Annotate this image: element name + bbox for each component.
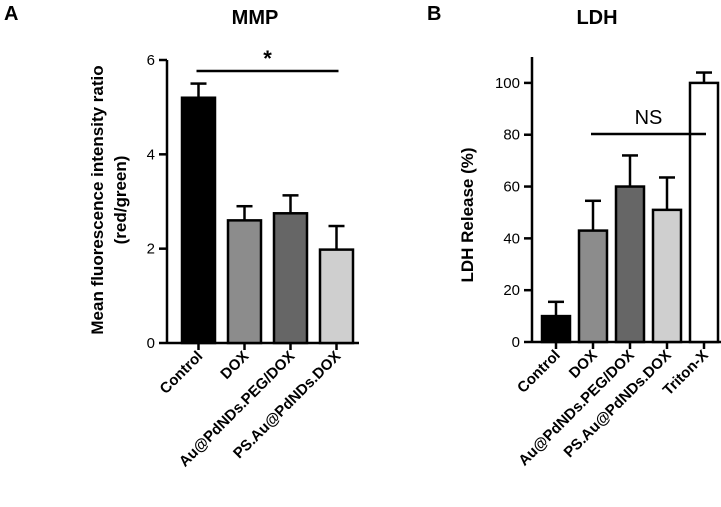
panel-a-ytick-label: 4 [147, 146, 155, 163]
panel-a-letter: A [4, 3, 18, 25]
panel-b-ylabel: LDH Release (%) [458, 147, 477, 282]
panel-a-category-label: DOX [217, 348, 252, 383]
panel-a-ylabel-line1: Mean fluorescence intensity ratio [88, 65, 107, 334]
panel-b-ytick-label: 60 [503, 179, 520, 196]
panel-a-bar-3 [272, 212, 309, 345]
panel-b-category-label: Control [514, 347, 564, 397]
panel-b-ytick-label: 40 [503, 230, 520, 247]
panel-a-title: MMP [232, 7, 279, 29]
panel-b-ytick-label: 0 [512, 334, 520, 351]
panel-a-ylabel-line2: (red/green) [111, 156, 130, 245]
panel-b-bar-2 [577, 229, 609, 344]
panel-b-bar-3 [614, 185, 646, 344]
panel-b-bar-1 [540, 314, 572, 344]
panel-b-bar-4 [651, 208, 683, 344]
panel-a-bar-4 [318, 248, 355, 345]
panel-a-ytick-label: 6 [147, 52, 155, 69]
panel-a-bar-2 [226, 219, 263, 345]
panel-b-ytick-label: 80 [503, 127, 520, 144]
panel-a-bar-1 [180, 96, 217, 345]
panel-b-ytick-label: 20 [503, 282, 520, 299]
panel-b-bar-5 [688, 81, 720, 344]
panel-b-letter: B [427, 3, 441, 25]
panel-a-ytick-label: 2 [147, 241, 155, 258]
panel-b-significance-label: NS [635, 107, 663, 129]
panel-b-title: LDH [576, 7, 617, 29]
panel-a-ytick-label: 0 [147, 335, 155, 352]
panel-b-ytick-label: 100 [495, 75, 520, 92]
panel-a-significance-label: * [263, 46, 272, 71]
panel-a-category-label: Control [157, 348, 207, 398]
